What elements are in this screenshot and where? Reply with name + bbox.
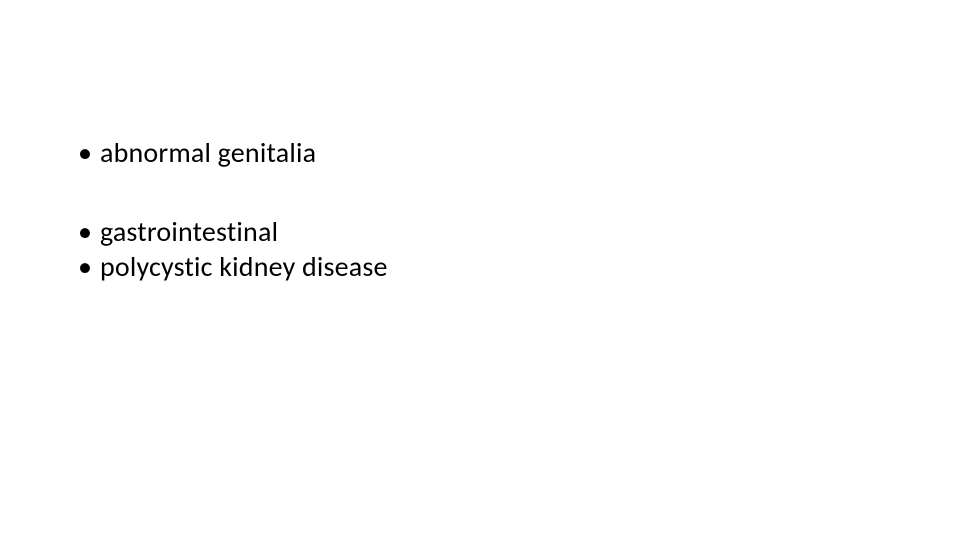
bullet-text: gastrointestinal	[100, 214, 278, 249]
bullet-text: abnormal genitalia	[100, 135, 316, 170]
slide-body: • abnormal genitalia • gastrointestinal …	[78, 135, 388, 284]
slide: • abnormal genitalia • gastrointestinal …	[0, 0, 960, 540]
list-item: • gastrointestinal	[78, 214, 388, 249]
bullet-text: polycystic kidney disease	[100, 249, 388, 284]
bullet-icon: •	[78, 249, 92, 284]
list-item: • polycystic kidney disease	[78, 249, 388, 284]
group-spacer	[78, 170, 388, 214]
bullet-icon: •	[78, 135, 92, 170]
list-item: • abnormal genitalia	[78, 135, 388, 170]
bullet-icon: •	[78, 214, 92, 249]
